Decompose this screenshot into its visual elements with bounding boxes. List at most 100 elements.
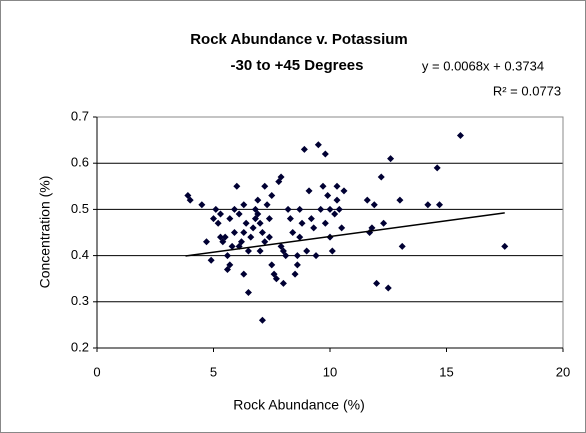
y-axis-title: Concentration (%)	[37, 176, 53, 289]
point	[296, 205, 304, 213]
point	[387, 155, 395, 163]
point	[501, 242, 509, 250]
point	[244, 289, 252, 297]
r-squared: R² = 0.0773	[493, 83, 561, 98]
point	[258, 229, 266, 236]
point	[319, 182, 327, 190]
point	[384, 284, 392, 292]
point	[233, 182, 241, 190]
point	[226, 215, 234, 223]
point	[247, 233, 255, 241]
point	[214, 219, 222, 227]
point	[279, 279, 287, 287]
point	[272, 275, 280, 283]
point	[436, 201, 444, 209]
point	[333, 182, 341, 190]
point	[456, 131, 464, 139]
point	[293, 261, 301, 269]
point	[331, 210, 339, 218]
point	[300, 145, 308, 153]
point	[254, 210, 262, 218]
x-tick-label: 10	[323, 364, 337, 379]
point	[398, 242, 406, 250]
point	[186, 196, 194, 204]
point	[244, 247, 252, 255]
point	[249, 224, 257, 232]
y-tick-label: 0.4	[71, 247, 89, 262]
x-tick-label: 20	[556, 364, 570, 379]
point	[340, 187, 348, 195]
point	[335, 205, 343, 213]
point	[242, 219, 250, 227]
point	[321, 150, 329, 158]
point	[324, 192, 332, 200]
point	[289, 229, 297, 236]
point	[263, 201, 271, 209]
point	[314, 141, 322, 149]
point	[305, 187, 313, 195]
point	[368, 224, 376, 232]
y-tick-label: 0.2	[71, 339, 89, 354]
point	[265, 233, 273, 241]
point	[216, 233, 224, 241]
point	[203, 238, 211, 246]
point	[286, 215, 294, 223]
point	[424, 201, 432, 209]
point	[373, 279, 381, 287]
point	[370, 201, 378, 209]
chart-title: Rock Abundance v. Potassium	[190, 31, 408, 48]
point	[223, 252, 231, 260]
point	[240, 201, 248, 209]
point	[293, 252, 301, 260]
point	[230, 229, 238, 236]
point	[307, 215, 315, 223]
point	[282, 252, 290, 260]
point	[328, 247, 336, 255]
x-tick-label: 15	[439, 364, 453, 379]
point	[240, 270, 248, 278]
point	[256, 219, 264, 227]
point	[261, 238, 269, 246]
point	[240, 229, 248, 236]
point	[258, 316, 266, 324]
point	[333, 196, 341, 204]
point	[221, 233, 229, 241]
point	[198, 201, 206, 209]
point	[237, 238, 245, 246]
point	[296, 233, 304, 241]
point	[303, 247, 311, 255]
point	[321, 219, 329, 227]
point	[377, 173, 385, 181]
point	[261, 182, 269, 190]
x-axis-title: Rock Abundance (%)	[233, 397, 365, 413]
point	[212, 205, 220, 213]
point	[298, 219, 306, 227]
trendline	[185, 212, 505, 257]
point	[284, 205, 292, 213]
point	[291, 270, 299, 278]
point	[256, 247, 264, 255]
point	[310, 224, 318, 232]
x-tick-label: 0	[93, 364, 100, 379]
point	[277, 173, 285, 181]
point	[265, 215, 273, 223]
y-tick-label: 0.3	[71, 293, 89, 308]
point	[317, 205, 325, 213]
y-tick-label: 0.6	[71, 155, 89, 170]
point	[210, 215, 217, 223]
point	[254, 196, 262, 204]
point	[228, 242, 236, 250]
point	[230, 205, 238, 213]
point	[268, 261, 276, 269]
point	[363, 196, 371, 204]
y-tick-label: 0.5	[71, 201, 89, 216]
point	[396, 196, 404, 204]
point	[380, 219, 388, 227]
point	[226, 261, 234, 269]
x-tick-label: 5	[210, 364, 217, 379]
chart-subtitle: -30 to +45 Degrees	[231, 57, 364, 74]
trend-equation: y = 0.0068x + 0.3734	[422, 58, 544, 73]
point	[433, 164, 441, 172]
